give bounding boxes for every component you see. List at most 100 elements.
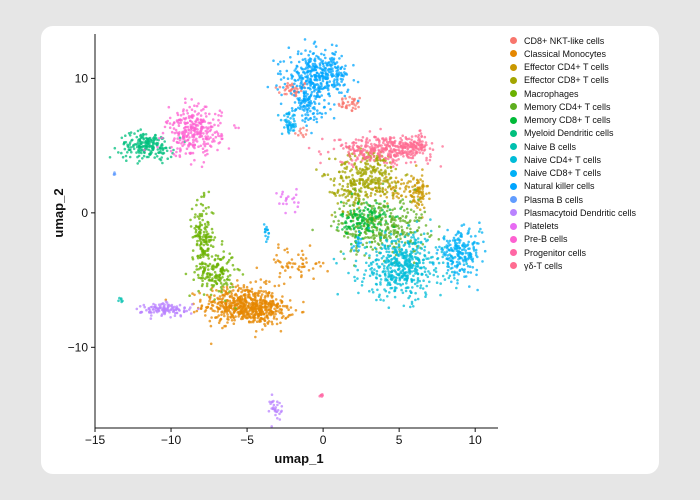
data-point [151, 148, 155, 151]
data-point [220, 240, 224, 243]
data-point [370, 221, 373, 225]
data-point [408, 245, 411, 248]
data-point [371, 169, 375, 173]
data-point [178, 138, 182, 142]
data-point [200, 214, 204, 218]
data-point [407, 224, 410, 227]
data-point [274, 86, 278, 89]
data-point [399, 137, 402, 140]
data-point [412, 274, 415, 278]
data-point [395, 272, 399, 275]
series-12-points [112, 171, 117, 176]
data-point [403, 235, 407, 239]
data-point [403, 256, 406, 260]
data-point [372, 217, 376, 221]
data-point [197, 276, 200, 279]
data-point [389, 147, 393, 150]
data-point [324, 73, 328, 77]
data-point [414, 252, 418, 256]
data-point [272, 403, 276, 407]
data-point [460, 267, 464, 271]
data-point [245, 316, 248, 320]
data-point [289, 117, 292, 120]
data-point [169, 155, 173, 159]
data-point [229, 312, 233, 316]
data-point [390, 162, 393, 165]
data-point [251, 320, 255, 324]
data-point [319, 58, 322, 61]
data-point [338, 207, 341, 211]
data-point [214, 316, 218, 319]
data-point [380, 247, 384, 250]
data-point [262, 223, 266, 226]
data-point [425, 184, 429, 188]
data-point [402, 155, 405, 158]
data-point [478, 221, 481, 224]
data-point [200, 284, 204, 288]
data-point [271, 407, 275, 411]
data-point [350, 192, 354, 195]
data-point [387, 140, 391, 144]
data-point [275, 84, 278, 87]
data-point [220, 298, 224, 301]
data-point [472, 247, 476, 250]
data-point [372, 271, 376, 275]
data-point [468, 227, 471, 230]
data-point [220, 132, 223, 136]
data-point [195, 140, 199, 143]
data-point [389, 236, 392, 240]
data-point [381, 208, 384, 212]
data-point [423, 237, 427, 241]
data-point [136, 141, 140, 144]
data-point [410, 256, 414, 259]
data-point [253, 318, 256, 322]
data-point [375, 272, 379, 276]
data-point [415, 178, 419, 182]
data-point [129, 146, 133, 149]
data-point [362, 201, 366, 205]
data-point [202, 230, 206, 234]
data-point [277, 246, 280, 249]
data-point [149, 305, 153, 309]
data-point [203, 238, 206, 242]
data-point [167, 309, 170, 312]
data-point [339, 144, 343, 147]
data-point [140, 310, 144, 314]
data-point [333, 62, 337, 66]
data-point [377, 148, 381, 152]
data-point [342, 101, 346, 105]
data-point [269, 303, 273, 306]
data-point [377, 177, 380, 180]
data-point [205, 282, 209, 286]
data-point [345, 73, 349, 76]
data-point [185, 109, 189, 112]
data-point [366, 195, 370, 199]
data-point [401, 215, 405, 218]
data-point [234, 126, 237, 130]
data-point [312, 52, 316, 55]
data-point [312, 112, 316, 115]
data-point [254, 330, 258, 333]
data-point [387, 227, 390, 231]
data-point [160, 156, 163, 159]
data-point [341, 184, 345, 188]
data-point [278, 271, 282, 275]
data-point [236, 311, 239, 314]
data-point [471, 266, 475, 269]
data-point [338, 170, 341, 174]
data-point [193, 132, 196, 136]
data-point [294, 193, 298, 197]
data-point [350, 195, 354, 199]
data-point [373, 179, 377, 182]
data-point [419, 140, 422, 144]
data-point [316, 112, 319, 115]
data-point [299, 270, 303, 274]
data-point [407, 268, 411, 272]
data-point [167, 105, 171, 109]
data-point [121, 299, 124, 303]
data-point [241, 307, 245, 311]
data-point [404, 145, 408, 149]
data-point [379, 194, 383, 198]
data-point [222, 250, 225, 253]
data-point [237, 126, 240, 130]
